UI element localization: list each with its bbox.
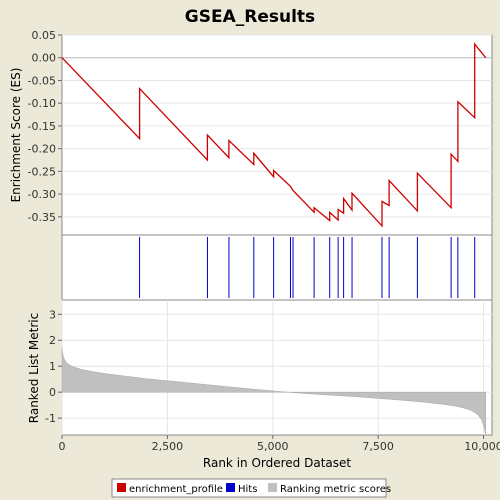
ranking-tick-label: -1 — [45, 412, 56, 425]
es-tick-label: -0.30 — [28, 188, 56, 201]
rank-tick-label: 10,000 — [464, 440, 500, 453]
es-tick-label: -0.15 — [28, 120, 56, 133]
es-tick-label: 0.05 — [32, 29, 57, 42]
legend-swatch-ranking — [268, 483, 277, 492]
es-tick-label: 0.00 — [32, 52, 57, 65]
es-tick-label: -0.35 — [28, 211, 56, 224]
es-tick-label: -0.20 — [28, 143, 56, 156]
rank-tick-label: 7,500 — [362, 440, 394, 453]
ranking-tick-label: 1 — [49, 360, 56, 373]
es-tick-label: -0.25 — [28, 165, 56, 178]
enrichment-plot-area — [61, 34, 493, 236]
rank-axis-label: Rank in Ordered Dataset — [203, 456, 351, 470]
legend-swatch-enrichment — [117, 483, 126, 492]
rank-tick-label: 0 — [59, 440, 66, 453]
ranking-tick-label: 0 — [49, 386, 56, 399]
ranking-metric-area — [61, 347, 486, 434]
legend-label-enrichment: enrichment_profile — [129, 484, 223, 495]
ranking-axis-label: Ranked List Metric — [27, 313, 41, 423]
hits-plot-area — [61, 234, 493, 301]
rank-tick-label: 2,500 — [152, 440, 184, 453]
es-axis-label: Enrichment Score (ES) — [9, 68, 23, 203]
legend-swatch-hits — [226, 483, 235, 492]
legend-label-hits: Hits — [238, 484, 257, 495]
legend-box — [111, 478, 387, 498]
legend-item-hits: Hits — [226, 483, 257, 495]
ranking-plot-area — [61, 299, 493, 436]
legend-item-ranking: Ranking metric scores — [268, 483, 391, 495]
legend-label-ranking: Ranking metric scores — [280, 484, 391, 495]
rank-tick-label: 5,000 — [257, 440, 289, 453]
enrichment-profile-line — [61, 42, 487, 228]
legend-item-enrichment: enrichment_profile — [117, 483, 223, 495]
chart-title: GSEA_Results — [185, 7, 315, 27]
es-tick-label: -0.10 — [28, 97, 56, 110]
ranking-tick-label: 2 — [49, 334, 56, 347]
ranking-tick-label: 3 — [49, 308, 56, 321]
es-tick-label: -0.05 — [28, 74, 56, 87]
